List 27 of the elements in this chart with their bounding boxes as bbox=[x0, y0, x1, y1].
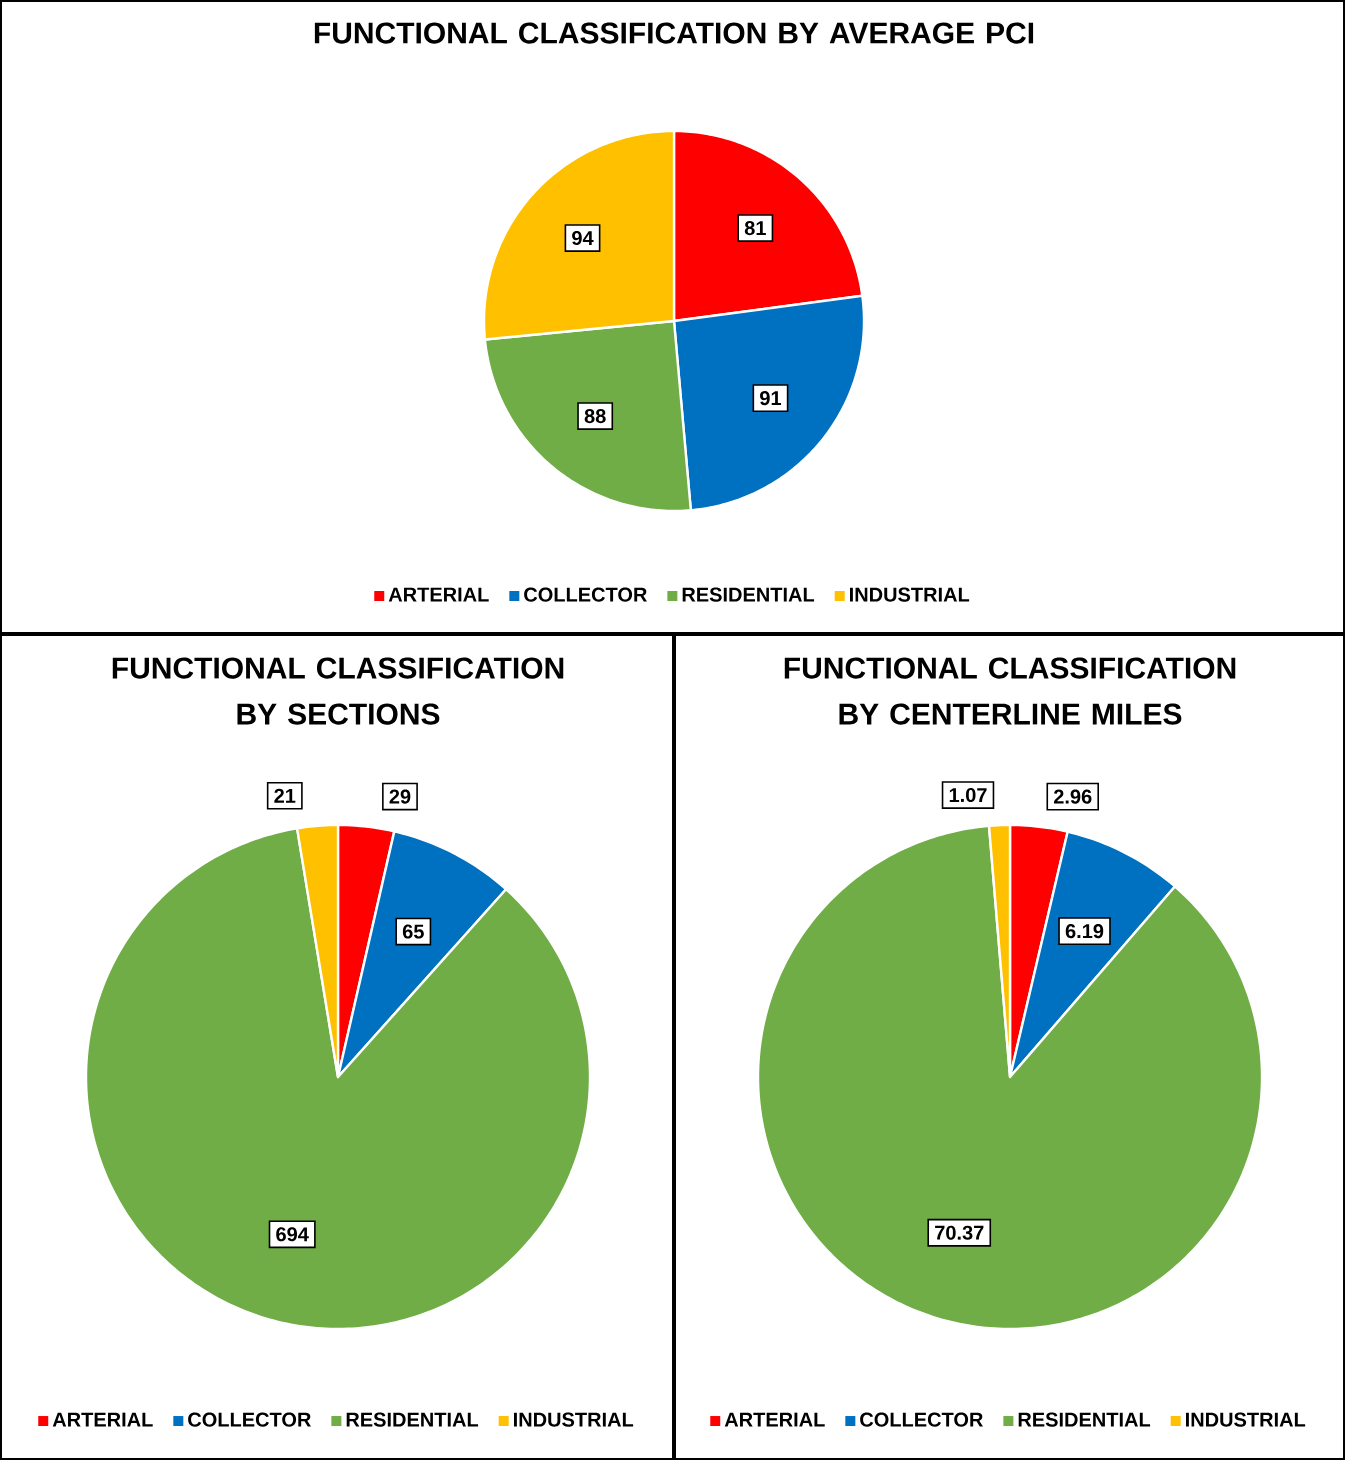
legend-label: COLLECTOR bbox=[860, 1412, 983, 1427]
chart-title: FUNCTIONAL CLASSIFICATION BY CENTERLINE MILES bbox=[784, 657, 1236, 725]
legend-label: ARTERIAL bbox=[724, 1412, 825, 1427]
legend-label: INDUSTRIAL bbox=[850, 587, 970, 602]
data-label: 91 bbox=[760, 391, 782, 406]
legend-label: INDUSTRIAL bbox=[1186, 1412, 1306, 1427]
data-label: 29 bbox=[389, 789, 411, 804]
legend-label: RESIDENTIAL bbox=[346, 1412, 479, 1427]
legend-label: ARTERIAL bbox=[52, 1412, 153, 1427]
legend-label: INDUSTRIAL bbox=[514, 1412, 634, 1427]
legend-label: RESIDENTIAL bbox=[1018, 1412, 1151, 1427]
data-label: 694 bbox=[276, 1227, 309, 1242]
legend-label: COLLECTOR bbox=[524, 587, 647, 602]
legend-label: ARTERIAL bbox=[388, 587, 489, 602]
data-label: 6.19 bbox=[1065, 924, 1104, 939]
chart-title: FUNCTIONAL CLASSIFICATION BY SECTIONS bbox=[112, 657, 564, 725]
data-label: 1.07 bbox=[949, 787, 987, 803]
data-label: 81 bbox=[744, 220, 766, 236]
data-label: 94 bbox=[572, 230, 594, 246]
legend-label: COLLECTOR bbox=[188, 1412, 311, 1427]
data-label: 65 bbox=[402, 924, 424, 939]
data-label: 2.96 bbox=[1053, 789, 1092, 804]
chart-title: FUNCTIONAL CLASSIFICATION BY AVERAGE PCI bbox=[314, 22, 1034, 44]
legend-label: RESIDENTIAL bbox=[682, 587, 815, 602]
data-label: 21 bbox=[274, 788, 296, 803]
data-label: 70.37 bbox=[935, 1225, 984, 1240]
data-label: 88 bbox=[584, 409, 606, 424]
